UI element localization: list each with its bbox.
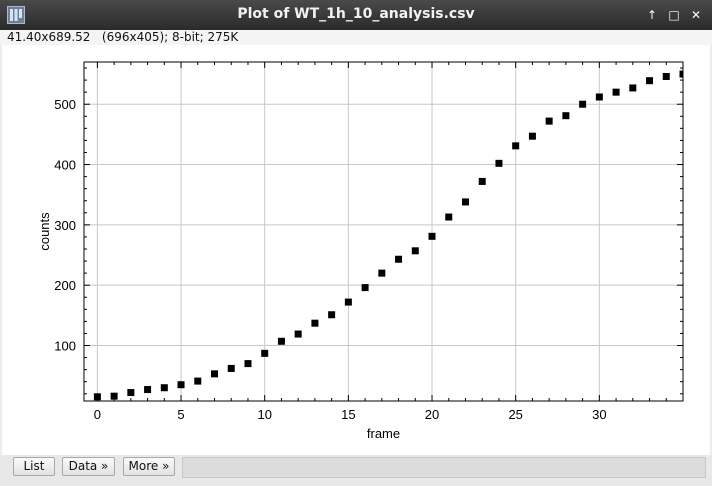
maximize-icon[interactable]: □ — [668, 8, 680, 22]
data-point — [562, 112, 570, 120]
data-point — [612, 88, 620, 96]
data-point — [595, 93, 603, 101]
data-point — [177, 381, 185, 389]
button-bar-spacer — [182, 457, 706, 478]
x-tick-label: 10 — [257, 407, 271, 422]
y-axis-label: counts — [37, 212, 52, 251]
plot-frame — [83, 61, 684, 402]
scatter-plot[interactable]: 0 5 10 15 20 25 30 100 200 300 400 500 frame counts — [2, 45, 710, 455]
data-point — [328, 311, 336, 319]
data-point — [261, 349, 269, 357]
data-point — [311, 319, 319, 327]
x-axis-label: frame — [367, 426, 400, 441]
x-tick-label: 15 — [341, 407, 355, 422]
close-icon[interactable]: ✕ — [690, 8, 702, 22]
x-tick-label: 20 — [425, 407, 439, 422]
data-point — [445, 213, 453, 221]
window-title: Plot of WT_1h_10_analysis.csv — [237, 6, 475, 22]
plot-button-bar: List Data » More » — [0, 455, 712, 486]
data-point — [378, 269, 386, 277]
data-point — [478, 177, 486, 185]
data-point — [646, 77, 654, 85]
keep-on-top-icon[interactable]: ↑ — [646, 8, 658, 22]
data-point — [629, 84, 637, 92]
data-point — [411, 247, 419, 255]
data-point — [93, 393, 101, 401]
data-button[interactable]: Data » — [62, 457, 115, 476]
data-point — [528, 132, 536, 140]
y-tick-label: 500 — [54, 97, 76, 112]
data-point — [244, 360, 252, 368]
y-tick-label: 200 — [54, 278, 76, 293]
plot-panel[interactable]: 0 5 10 15 20 25 30 100 200 300 400 500 frame counts — [2, 45, 710, 455]
y-tick-label: 100 — [54, 339, 76, 354]
image-info-text: 41.40x689.52 (696x405); 8-bit; 275K — [7, 30, 239, 44]
data-point — [344, 298, 352, 306]
data-point — [227, 364, 235, 372]
data-point — [662, 72, 670, 80]
data-point — [294, 330, 302, 338]
data-point — [361, 284, 369, 292]
data-point — [461, 198, 469, 206]
more-button[interactable]: More » — [123, 457, 175, 476]
data-point — [512, 142, 520, 150]
data-point — [428, 232, 436, 240]
list-button[interactable]: List — [13, 457, 55, 476]
data-point — [160, 384, 168, 392]
data-point — [277, 337, 285, 345]
x-tick-label: 30 — [592, 407, 606, 422]
x-tick-label: 0 — [94, 407, 101, 422]
data-point — [110, 392, 118, 400]
data-point — [127, 389, 135, 397]
data-point — [194, 377, 202, 385]
data-point — [579, 100, 587, 108]
data-series — [93, 70, 683, 401]
image-info-bar: 41.40x689.52 (696x405); 8-bit; 275K — [0, 30, 712, 45]
data-point — [495, 159, 503, 167]
data-point — [144, 386, 152, 394]
data-point — [545, 117, 553, 125]
imagej-icon[interactable] — [7, 6, 25, 24]
data-point — [211, 370, 219, 378]
y-tick-label: 400 — [54, 158, 76, 173]
x-tick-label: 25 — [508, 407, 522, 422]
title-bar[interactable]: Plot of WT_1h_10_analysis.csv ↑ □ ✕ — [0, 0, 712, 30]
data-point — [395, 255, 403, 263]
data-point — [679, 70, 683, 78]
x-tick-label: 5 — [177, 407, 184, 422]
y-tick-label: 300 — [54, 218, 76, 233]
